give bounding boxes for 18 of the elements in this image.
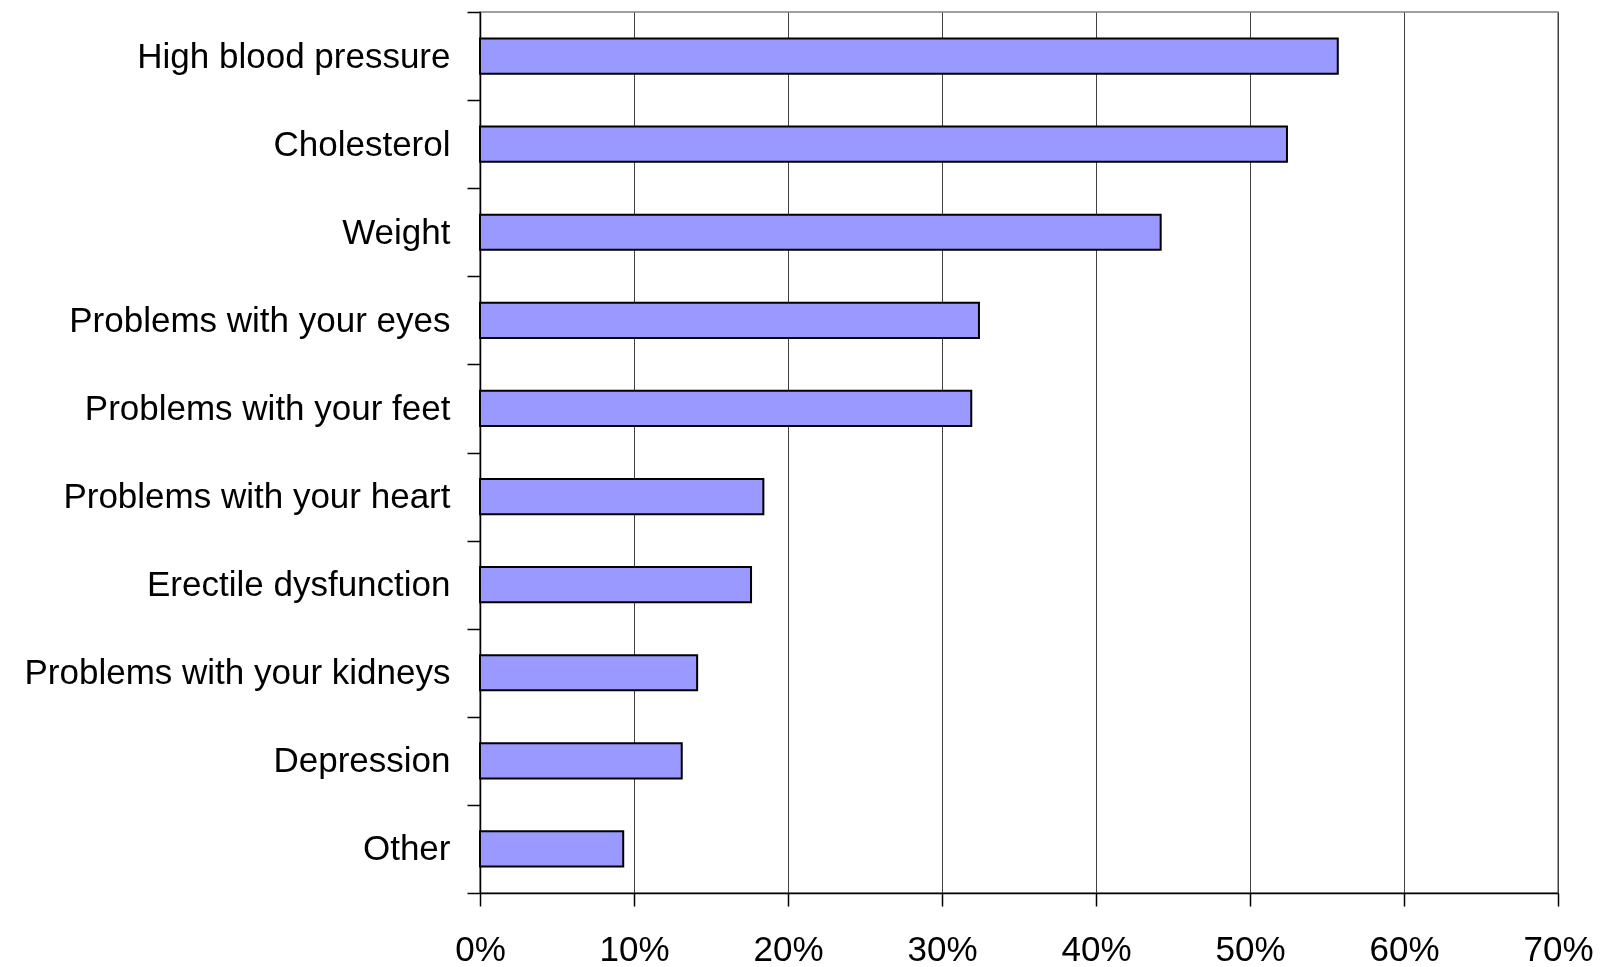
y-tick-label: Cholesterol <box>273 123 451 163</box>
y-tick-label: Problems with your eyes <box>69 299 451 339</box>
y-tick-label: Other <box>362 828 451 868</box>
y-tick-label: Depression <box>273 740 451 780</box>
x-tick-label: 70% <box>1523 928 1594 967</box>
y-tick-label: Problems with your kidneys <box>24 652 451 692</box>
x-tick-label: 20% <box>753 928 824 967</box>
y-tick-label: Erectile dysfunction <box>147 564 451 604</box>
y-tick-label: Problems with your feet <box>84 387 451 427</box>
y-tick-label: Weight <box>342 211 451 251</box>
x-tick-label: 0% <box>455 928 506 967</box>
x-tick-label: 60% <box>1369 928 1440 967</box>
x-tick-label: 50% <box>1215 928 1286 967</box>
x-tick-label: 40% <box>1061 928 1132 967</box>
y-tick-label: Problems with your heart <box>63 476 451 516</box>
x-tick-label: 10% <box>599 928 670 967</box>
y-tick-label: High blood pressure <box>137 35 451 75</box>
x-tick-label: 30% <box>907 928 978 967</box>
